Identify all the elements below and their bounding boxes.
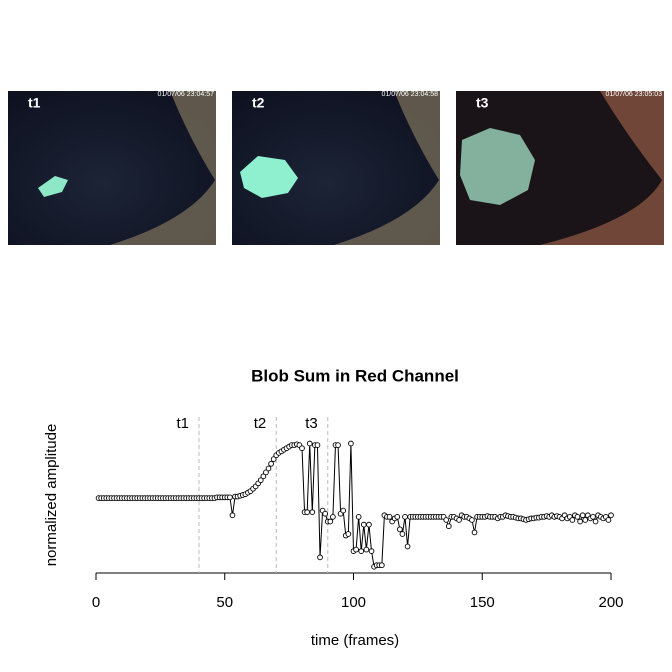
data-point — [471, 529, 478, 536]
data-point — [263, 469, 269, 476]
data-point — [345, 531, 352, 537]
data-point — [577, 518, 583, 525]
data-point — [582, 517, 589, 523]
data-point — [355, 513, 362, 520]
image-panel: t3 01/07/06 23:05:03 — [456, 91, 664, 245]
marker-label: t1 — [176, 415, 189, 432]
blob — [240, 156, 298, 198]
x-axis-label: time (frames) — [311, 632, 399, 649]
data-point — [590, 513, 596, 520]
rock — [110, 91, 216, 245]
timestamp: 01/07/06 23:04:57 — [158, 91, 215, 98]
panel-label: t3 — [476, 95, 489, 111]
data-point — [402, 513, 408, 520]
data-point — [404, 543, 411, 550]
data-point — [569, 517, 576, 523]
x-tick-label: 150 — [470, 594, 495, 611]
data-point — [366, 521, 372, 528]
data-point — [317, 554, 323, 561]
x-tick-label: 200 — [598, 594, 623, 611]
data-point — [579, 512, 586, 519]
data-point — [257, 477, 264, 484]
data-point — [386, 513, 393, 520]
marker-label: t2 — [254, 415, 267, 432]
data-point — [335, 442, 341, 448]
data-point — [270, 456, 277, 462]
timestamp: 01/07/06 23:05:03 — [606, 91, 663, 98]
data-point — [445, 523, 452, 530]
data-point — [227, 494, 233, 501]
data-point — [443, 517, 450, 523]
data-point — [592, 518, 599, 525]
panel-label: t1 — [28, 95, 41, 111]
data-point — [304, 509, 311, 516]
y-axis-label: normalized amplitude — [43, 424, 60, 567]
marker-label: t3 — [305, 415, 318, 432]
image-panel: t1 01/07/06 23:04:57 — [8, 91, 216, 245]
data-point — [314, 442, 321, 448]
x-tick-label: 0 — [92, 594, 100, 611]
data-point — [330, 513, 336, 520]
data-point — [608, 512, 614, 519]
data-point — [469, 517, 475, 523]
data-point — [327, 518, 334, 525]
data-point — [340, 507, 347, 514]
data-point — [348, 440, 354, 447]
data-point — [260, 473, 267, 480]
blob — [38, 176, 68, 197]
data-point — [265, 465, 272, 472]
x-tick-label: 100 — [341, 594, 366, 611]
data-point — [322, 510, 329, 517]
data-point — [368, 548, 375, 555]
data-point — [229, 512, 236, 519]
data-point — [268, 460, 274, 467]
rock — [334, 91, 440, 245]
data-point — [360, 521, 367, 528]
data-point — [605, 517, 612, 523]
data-point — [299, 445, 305, 452]
chart: Blob Sum in Red Channel time (frames) no… — [43, 366, 624, 648]
data-point — [378, 562, 385, 569]
image-panel: t2 01/07/06 23:04:58 — [232, 91, 440, 245]
chart-title: Blob Sum in Red Channel — [251, 366, 459, 385]
data-point — [363, 546, 370, 553]
data-point — [399, 531, 406, 537]
data-point — [397, 526, 403, 533]
data-point — [306, 440, 313, 447]
data-point — [309, 509, 316, 516]
data-point — [456, 517, 462, 523]
data-point — [574, 513, 581, 520]
panel-label: t2 — [252, 95, 265, 111]
data-point — [358, 548, 365, 555]
rock — [540, 91, 664, 245]
data-point — [353, 546, 359, 553]
blob — [460, 128, 535, 205]
timestamp: 01/07/06 23:04:58 — [382, 91, 439, 98]
x-tick-label: 50 — [216, 594, 233, 611]
data-point — [394, 513, 401, 520]
